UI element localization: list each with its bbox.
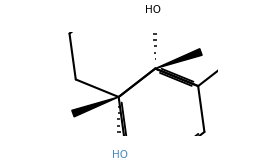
Text: HO: HO [145,5,161,15]
Polygon shape [72,97,119,117]
Text: HO: HO [112,150,128,160]
Polygon shape [155,49,202,69]
